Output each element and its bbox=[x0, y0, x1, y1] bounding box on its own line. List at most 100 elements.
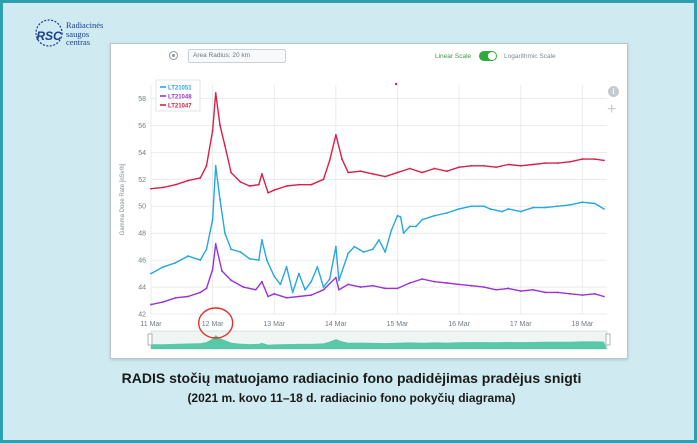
data-point bbox=[581, 158, 584, 160]
data-point bbox=[408, 225, 411, 228]
data-point bbox=[556, 162, 559, 165]
data-point bbox=[544, 162, 547, 165]
data-point bbox=[338, 279, 340, 282]
data-point bbox=[267, 191, 269, 194]
rsc-logo-mark: RSC bbox=[35, 19, 63, 47]
data-point bbox=[187, 179, 189, 182]
data-point bbox=[433, 214, 436, 217]
y-tick-label: 50 bbox=[138, 204, 146, 211]
data-point bbox=[495, 166, 497, 169]
data-point bbox=[211, 218, 214, 221]
data-point bbox=[334, 276, 337, 279]
scale-toggle[interactable] bbox=[479, 51, 497, 61]
data-point bbox=[174, 183, 177, 186]
rsc-logo-letters: RSC bbox=[36, 29, 62, 43]
data-point bbox=[199, 291, 202, 294]
y-tick-label: 54 bbox=[138, 150, 146, 157]
plus-icon[interactable]: + bbox=[607, 101, 617, 118]
highlight-marks bbox=[198, 82, 398, 339]
data-point bbox=[603, 208, 605, 210]
data-point bbox=[445, 212, 448, 214]
series-line-LT21051 bbox=[150, 165, 605, 294]
y-axis-label: Gamma Dose Rate [nSv/h] bbox=[120, 163, 126, 235]
data-point bbox=[581, 294, 584, 297]
data-point bbox=[482, 164, 485, 167]
legend: LT21051 LT21048 LT21047 bbox=[155, 79, 201, 112]
y-tick-label: 44 bbox=[138, 285, 146, 292]
data-point bbox=[347, 252, 350, 255]
highlight-circle bbox=[198, 307, 234, 339]
x-tick-label: 12 Mar bbox=[202, 321, 224, 328]
data-point bbox=[230, 248, 233, 251]
x-tick-label: 18 Mar bbox=[571, 321, 593, 328]
data-point bbox=[362, 251, 365, 253]
navigator-handle-right bbox=[605, 333, 611, 346]
data-point bbox=[265, 259, 268, 262]
data-point bbox=[371, 248, 374, 251]
data-point bbox=[359, 170, 362, 173]
navigator[interactable] bbox=[147, 330, 611, 350]
data-point bbox=[285, 296, 288, 299]
legend-label: LT21051 bbox=[168, 85, 192, 91]
area-radius-value: Area Radius: 20 km bbox=[193, 52, 251, 59]
data-point bbox=[322, 288, 325, 291]
data-point bbox=[470, 205, 473, 208]
data-point bbox=[187, 295, 189, 298]
logo-text: Radiacinės saugos centras bbox=[66, 20, 104, 47]
data-point bbox=[371, 173, 374, 175]
y-tick-label: 46 bbox=[138, 258, 146, 265]
data-point bbox=[519, 290, 522, 292]
target-icon[interactable] bbox=[169, 51, 178, 60]
data-point bbox=[273, 275, 276, 278]
data-point bbox=[445, 170, 448, 173]
data-point bbox=[257, 183, 260, 186]
data-point bbox=[291, 291, 294, 294]
data-point bbox=[285, 185, 288, 187]
data-point bbox=[316, 265, 319, 268]
area-radius-select[interactable]: Area Radius: 20 km bbox=[188, 49, 286, 63]
linear-scale-label: Linear Scale bbox=[435, 53, 472, 60]
data-point bbox=[338, 288, 340, 291]
navigator-handle-left bbox=[147, 333, 153, 346]
data-point bbox=[396, 171, 399, 174]
data-point bbox=[507, 208, 510, 210]
rsc-logo: RSC Radiacinės saugos centras bbox=[34, 19, 114, 55]
data-point bbox=[556, 205, 559, 208]
data-point bbox=[322, 286, 325, 288]
data-point bbox=[421, 278, 424, 280]
data-point bbox=[371, 284, 374, 287]
navigator-area bbox=[151, 335, 607, 349]
data-point bbox=[489, 208, 491, 210]
data-point bbox=[507, 163, 510, 166]
data-point bbox=[334, 245, 337, 248]
data-point bbox=[297, 272, 300, 275]
data-point bbox=[214, 92, 217, 94]
data-point bbox=[458, 208, 461, 210]
data-point bbox=[569, 292, 571, 295]
y-tick-label: 48 bbox=[138, 231, 146, 238]
data-point bbox=[162, 265, 165, 268]
x-tick-label: 14 Mar bbox=[325, 321, 347, 328]
data-point bbox=[532, 206, 534, 209]
data-point bbox=[347, 283, 350, 286]
data-point bbox=[328, 278, 331, 280]
data-point bbox=[384, 251, 387, 253]
data-point bbox=[532, 163, 534, 166]
x-tick-label: 17 Mar bbox=[510, 321, 532, 328]
data-point bbox=[569, 203, 571, 206]
data-point bbox=[581, 201, 584, 204]
data-point bbox=[150, 303, 152, 306]
data-point bbox=[544, 206, 547, 209]
data-point bbox=[378, 239, 380, 241]
data-point bbox=[396, 287, 399, 290]
data-point bbox=[322, 178, 325, 181]
data-point bbox=[532, 288, 534, 291]
data-point bbox=[433, 167, 436, 170]
x-tick-label: 15 Mar bbox=[387, 321, 409, 328]
data-point bbox=[507, 287, 510, 290]
data-point bbox=[248, 257, 251, 260]
info-icon[interactable]: i bbox=[608, 86, 619, 97]
data-point bbox=[304, 288, 306, 291]
axes: 42 44 46 48 50 52 54 56 58 11 Mar 12 Mar 13 Mar 14 M… bbox=[120, 96, 594, 328]
